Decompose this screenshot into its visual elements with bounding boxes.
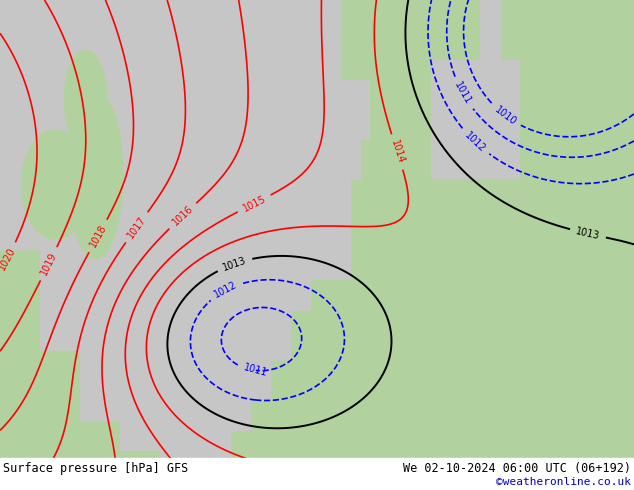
Text: 1017: 1017: [126, 215, 148, 240]
Text: We 02-10-2024 06:00 UTC (06+192): We 02-10-2024 06:00 UTC (06+192): [403, 462, 631, 474]
Text: ©weatheronline.co.uk: ©weatheronline.co.uk: [496, 477, 631, 487]
Text: 1012: 1012: [213, 280, 239, 300]
Bar: [0, 458, 634, 490]
Text: 1011: 1011: [453, 80, 474, 106]
Text: 1020: 1020: [0, 245, 17, 272]
Text: 1011: 1011: [242, 362, 268, 378]
Text: 1012: 1012: [463, 130, 488, 154]
Text: Surface pressure [hPa] GFS: Surface pressure [hPa] GFS: [3, 462, 188, 474]
Text: 1016: 1016: [171, 204, 195, 228]
Text: 1015: 1015: [241, 194, 268, 214]
Text: 1013: 1013: [575, 226, 601, 241]
Text: 1019: 1019: [39, 251, 59, 277]
Text: 1014: 1014: [389, 139, 406, 165]
Text: 1013: 1013: [221, 255, 248, 272]
Text: 1018: 1018: [87, 223, 108, 249]
Text: 1010: 1010: [493, 104, 518, 127]
